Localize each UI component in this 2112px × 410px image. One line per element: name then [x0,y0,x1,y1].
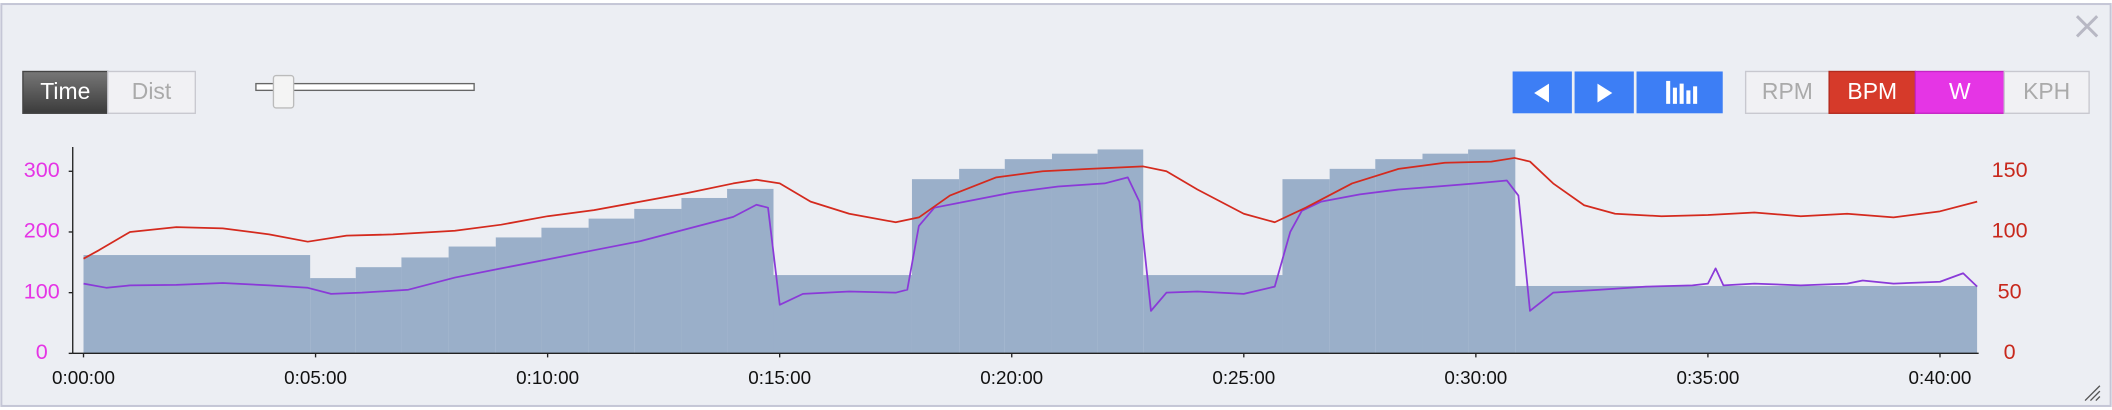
x-tick-label: 0:05:00 [284,367,347,388]
prev-icon [1534,83,1549,103]
interval-bar [1468,149,1516,354]
dist-button[interactable] [107,70,196,114]
interval-bar [681,197,728,354]
w-label: W [1949,78,1971,104]
y-tick-label: 300 [24,157,60,182]
close-button[interactable] [2075,15,2099,38]
x-tick-label: 0:35:00 [1676,367,1739,388]
y2-tick-label: 100 [1992,218,2028,243]
zoom-slider[interactable] [255,74,475,109]
kph-label: KPH [2023,78,2070,104]
x-tick-label: 0:20:00 [980,367,1043,388]
nav-buttons [1512,71,1723,114]
x-tick-label: 0:15:00 [748,367,811,388]
series-line [83,176,1978,312]
interval-bar [541,227,589,354]
x-tick-label: 0:10:00 [516,367,579,388]
x-tick-label: 0:25:00 [1212,367,1275,388]
x-tick-label: 0:00:00 [52,367,115,388]
y-tick-label: 100 [24,278,60,303]
interval-bar [1282,179,1330,354]
plot: 0 100 200 300 0 50 100 150 0:00:00 0:05:00 0:10:00… [24,147,2028,388]
interval-bar [773,275,912,354]
rpm-label: RPM [1762,78,1813,104]
x-tick-label: 0:30:00 [1444,367,1507,388]
interval-bar [355,267,402,354]
series-line [83,157,1978,260]
channel-toggle: RPM BPM W KPH [1744,70,2090,114]
x-tick-label: 0:40:00 [1909,367,1972,388]
bpm-label: BPM [1847,78,1897,104]
mode-toggle: Time Dist [22,70,196,114]
interval-bar [1422,153,1469,354]
interval-bar [495,237,542,354]
time-button[interactable] [22,70,109,114]
kph-button[interactable] [2003,70,2090,114]
bpm-button[interactable] [1828,70,1917,114]
y2-tick-label: 0 [2004,339,2016,364]
interval-bar [588,218,635,354]
slider-thumb[interactable] [272,74,295,109]
interval-bar [401,257,449,354]
interval-bar [1004,159,1052,354]
dist-label: Dist [132,78,172,104]
intervals-icon [1666,80,1698,104]
interval-bar [634,208,682,354]
y2-tick-label: 150 [1992,157,2028,182]
y-tick-label: 0 [36,339,48,364]
interval-bar [959,168,1005,354]
y2-tick-label: 50 [1998,278,2022,303]
interval-bar [1143,275,1283,354]
interval-bar [448,246,496,354]
resize-grip[interactable] [2084,385,2101,402]
interval-bar [83,255,311,354]
slider-track [255,82,475,92]
y-tick-label: 200 [24,218,60,243]
time-label: Time [40,78,90,104]
interval-bar [727,188,774,354]
interval-bar [1329,168,1376,354]
interval-bar [1515,285,1978,354]
next-icon [1597,83,1613,103]
